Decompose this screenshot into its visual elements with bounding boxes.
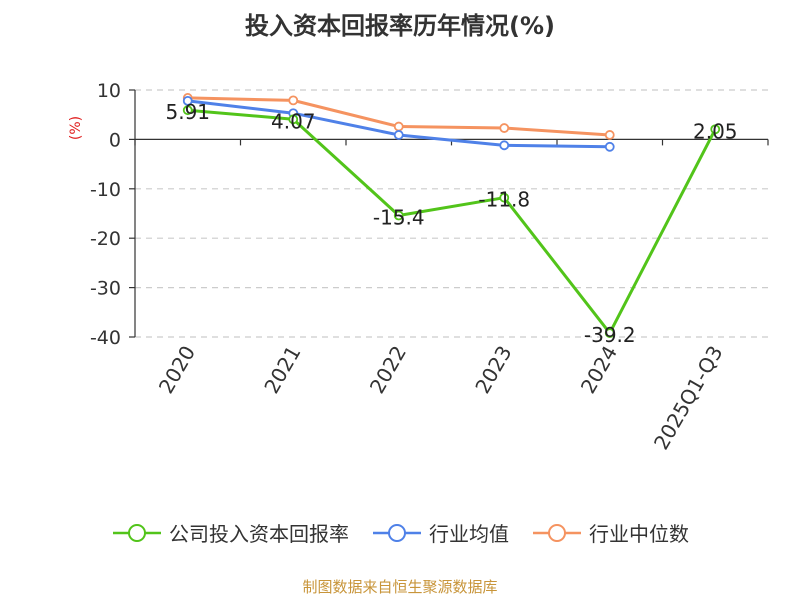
data-point xyxy=(393,210,404,221)
data-point xyxy=(499,140,510,151)
data-point xyxy=(182,95,193,106)
x-tick-label: 2021 xyxy=(259,342,305,398)
data-point xyxy=(288,95,299,106)
y-tick-label: -40 xyxy=(90,327,121,349)
data-point xyxy=(604,328,615,338)
series-line xyxy=(187,108,717,335)
x-tick-label: 2020 xyxy=(154,342,200,398)
data-point xyxy=(393,121,404,132)
y-tick-label: 10 xyxy=(97,80,121,102)
y-tick-label: -10 xyxy=(90,179,121,201)
y-tick-label: 0 xyxy=(109,129,121,151)
data-label: -39.2 xyxy=(584,323,636,347)
legend-label: 公司投入资本回报率 xyxy=(169,522,349,546)
axes: 10 0 -10 -20 -30 -40 2020 2021 2022 2023 2024 2025Q… xyxy=(90,80,769,454)
data-label: -15.4 xyxy=(373,205,425,229)
legend-label: 行业均值 xyxy=(429,522,509,546)
y-tick-label: -30 xyxy=(90,278,121,300)
data-labels: 5.91 4.07 -15.4 -11.8 -39.2 2.05 xyxy=(165,100,737,347)
data-point xyxy=(604,130,615,140)
legend-item[interactable]: 行业中位数 xyxy=(531,518,689,547)
x-tick-label: 2025Q1-Q3 xyxy=(649,342,728,454)
data-label: 5.91 xyxy=(165,100,210,124)
chart-title: 投入资本回报率历年情况(%) xyxy=(245,12,555,40)
x-tick-label: 2023 xyxy=(470,342,516,398)
data-point xyxy=(182,105,193,116)
data-point xyxy=(499,192,510,203)
y-tick-label: -20 xyxy=(90,228,121,250)
legend-label: 行业中位数 xyxy=(589,522,689,546)
data-label: 2.05 xyxy=(693,119,738,143)
x-tick-label: 2024 xyxy=(576,342,622,398)
y-axis-unit-label: (%) xyxy=(68,116,84,140)
data-point xyxy=(710,124,721,135)
data-label: 4.07 xyxy=(271,109,316,133)
legend-line-marker-icon xyxy=(533,523,581,542)
data-label: -11.8 xyxy=(478,188,530,212)
data-point xyxy=(288,114,299,125)
legend-item[interactable]: 行业均值 xyxy=(371,518,509,547)
legend-line-marker-icon xyxy=(373,523,421,542)
data-point xyxy=(499,123,510,133)
legend-item[interactable]: 公司投入资本回报率 xyxy=(111,518,349,547)
series-lines xyxy=(182,93,721,338)
data-point xyxy=(604,141,615,152)
x-tick-label: 2022 xyxy=(365,342,411,398)
legend-line-marker-icon xyxy=(113,523,161,542)
legend: 公司投入资本回报率 行业均值 行业中位数 xyxy=(0,518,800,547)
source-note: 制图数据来自恒生聚源数据库 xyxy=(302,578,498,596)
data-point xyxy=(393,130,404,140)
